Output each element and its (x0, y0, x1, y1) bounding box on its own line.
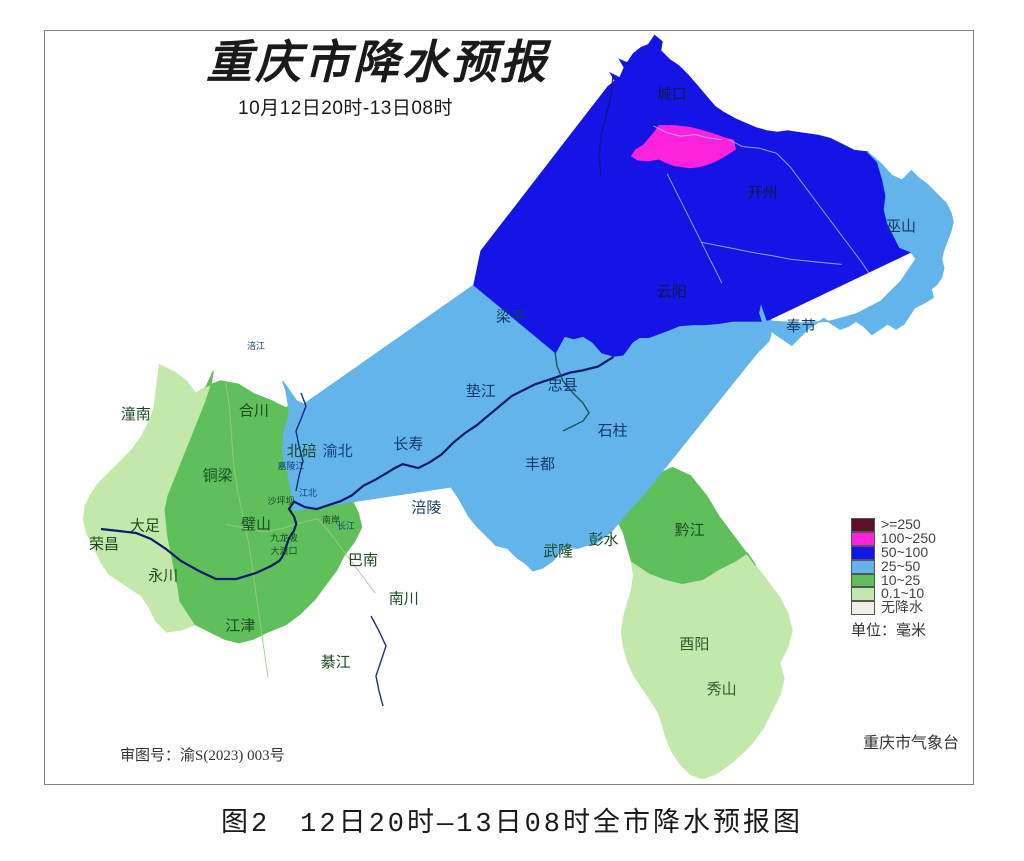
svg-text:南川: 南川 (389, 590, 419, 607)
svg-text:长江: 长江 (337, 520, 355, 531)
svg-text:长寿: 长寿 (393, 436, 423, 453)
svg-text:渝北: 渝北 (323, 443, 353, 460)
svg-text:梁平: 梁平 (496, 309, 526, 326)
svg-text:潼南: 潼南 (121, 405, 151, 423)
svg-text:北碚: 北碚 (287, 443, 317, 460)
svg-text:彭水: 彭水 (588, 531, 618, 548)
svg-text:沙坪坝: 沙坪坝 (267, 496, 294, 506)
svg-text:璧山: 璧山 (241, 515, 271, 533)
svg-text:綦江: 綦江 (321, 654, 351, 671)
svg-text:奉节: 奉节 (786, 317, 816, 335)
svg-text:巫山: 巫山 (886, 218, 916, 235)
svg-text:开州: 开州 (747, 184, 777, 201)
svg-text:云阳: 云阳 (657, 283, 687, 300)
svg-text:黔江: 黔江 (675, 522, 705, 539)
svg-text:垫江: 垫江 (466, 383, 496, 400)
svg-text:城口: 城口 (657, 86, 687, 103)
svg-text:荣昌: 荣昌 (89, 536, 119, 553)
svg-text:涪江: 涪江 (247, 340, 265, 351)
svg-text:九龙坡: 九龙坡 (270, 532, 297, 543)
svg-text:酉阳: 酉阳 (679, 636, 709, 653)
svg-text:永川: 永川 (148, 568, 178, 585)
svg-text:铜梁: 铜梁 (203, 468, 233, 485)
svg-text:大足: 大足 (130, 518, 160, 535)
svg-text:江津: 江津 (225, 618, 255, 635)
svg-text:秀山: 秀山 (707, 681, 737, 698)
svg-text:大渡口: 大渡口 (270, 545, 297, 556)
svg-text:丰都: 丰都 (525, 456, 555, 473)
svg-text:江北: 江北 (299, 488, 317, 498)
svg-text:武隆: 武隆 (543, 543, 573, 560)
svg-text:巴南: 巴南 (348, 552, 378, 569)
svg-text:合川: 合川 (239, 402, 269, 419)
svg-text:涪陵: 涪陵 (411, 500, 441, 517)
svg-text:忠县: 忠县 (548, 377, 578, 394)
svg-text:嘉陵江: 嘉陵江 (277, 460, 304, 471)
svg-text:石柱: 石柱 (598, 422, 628, 439)
